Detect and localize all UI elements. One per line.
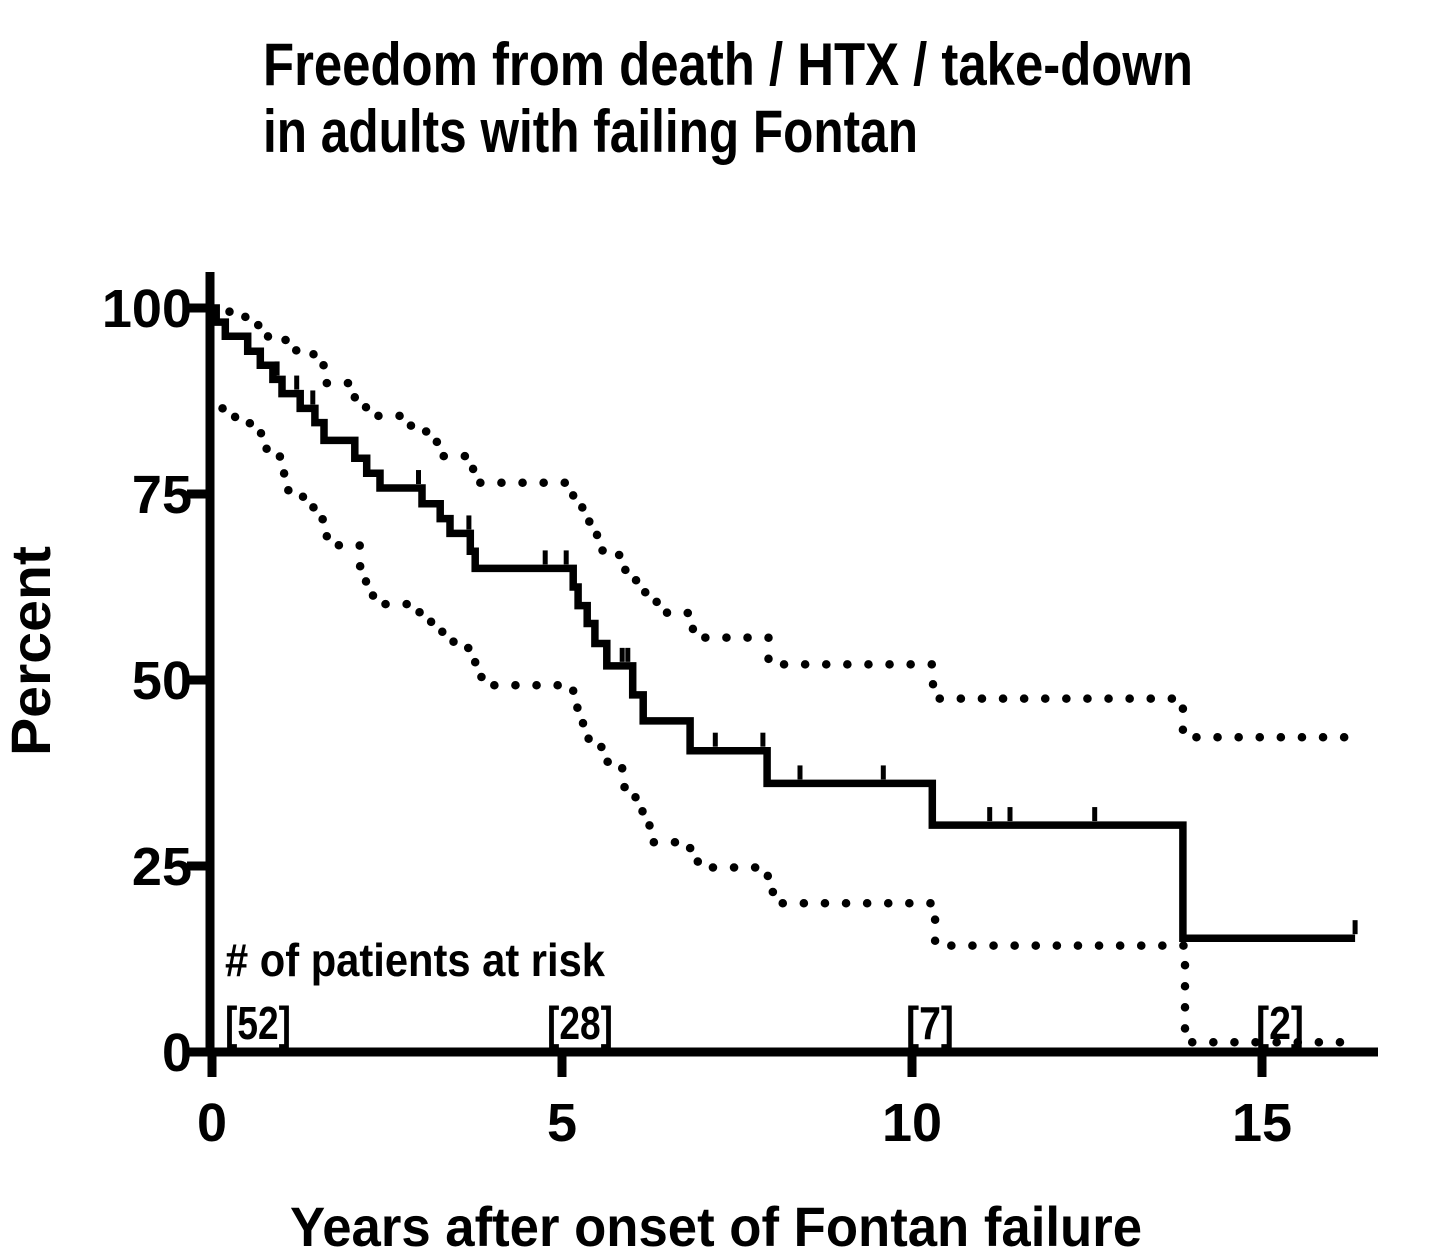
at-risk-count: [7] — [906, 997, 954, 1049]
x-axis-label: Years after onset of Fontan failure — [290, 1195, 1142, 1258]
lower-confidence-limit-curve — [218, 404, 1351, 1047]
chart-title-line-1: Freedom from death / HTX / take-down — [263, 31, 1193, 98]
y-tick-label: 100 — [102, 279, 192, 339]
upper-confidence-limit-curve — [207, 303, 1358, 742]
at-risk-counts: [52] [28] [7] [2] — [225, 997, 1304, 1049]
at-risk-header: # of patients at risk — [225, 934, 605, 986]
y-axis-label: Percent — [0, 546, 62, 756]
censor-tick-marks — [274, 361, 1358, 935]
x-tick-label: 0 — [197, 1093, 227, 1153]
x-tick-label: 5 — [547, 1093, 577, 1153]
x-tick-label: 15 — [1232, 1093, 1292, 1153]
at-risk-count: [2] — [1256, 997, 1304, 1049]
y-tick-label: 75 — [132, 465, 192, 525]
y-tick-label: 50 — [132, 651, 192, 711]
at-risk-count: [28] — [547, 997, 613, 1049]
at-risk-count: [52] — [225, 997, 291, 1049]
axis-tick-labels: 0 25 50 75 100 0 5 10 15 — [102, 279, 1292, 1153]
y-tick-label: 0 — [162, 1023, 192, 1083]
survival-estimate-curve — [212, 304, 1356, 942]
x-tick-label: 10 — [882, 1093, 942, 1153]
y-tick-label: 25 — [132, 837, 192, 897]
axes — [187, 272, 1378, 1077]
data-series — [207, 303, 1358, 1047]
chart-title-line-2: in adults with failing Fontan — [263, 98, 918, 165]
